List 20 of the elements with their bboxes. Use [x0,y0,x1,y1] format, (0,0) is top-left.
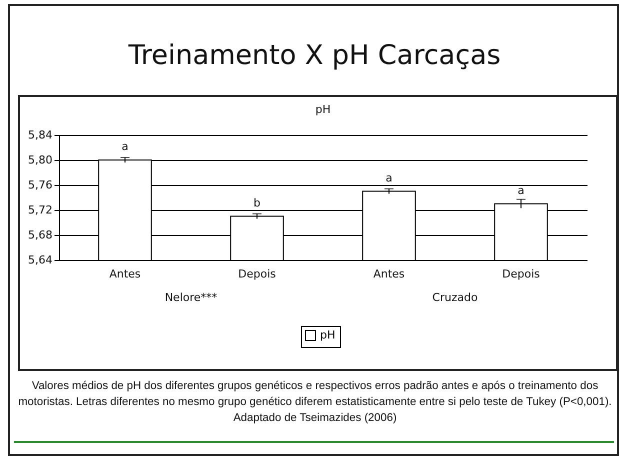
y-tick-label: 5,64 [28,254,52,266]
text: Cruzado [432,291,478,304]
chart-title: Treinamento X pH Carcaças [127,40,502,71]
x-tick-label: Depois [238,268,276,280]
text: Nelore*** [164,291,218,304]
y-tick-label: 5,76 [28,178,52,192]
data-label: a [518,184,524,197]
legend-label: pH [320,328,336,342]
data-label: a [122,140,128,153]
chart-subtitle: pH [315,103,331,116]
x-tick-label: Depois [502,268,540,280]
y-tick-label: 5,68 [28,228,52,242]
y-tick-label: 5,80 [28,154,52,166]
data-label: b [254,196,261,210]
data-label: a [386,171,392,184]
y-tick-label: 5,84 [28,128,52,142]
text: Valores médios de pH dos diferentes grupos genéticos e respectivos erros padrão antes e após o treinamento dos motoristas. Letras diferentes no mesmo grupo genético diferem estatisticamente entre si pelo teste de Tukey (P<0,001). Adaptado de Tseimazides (2006) [17,379,613,426]
x-tick-label: Antes [109,268,141,280]
y-tick-label: 5,72 [28,204,52,216]
x-tick-label: Antes [373,268,405,280]
